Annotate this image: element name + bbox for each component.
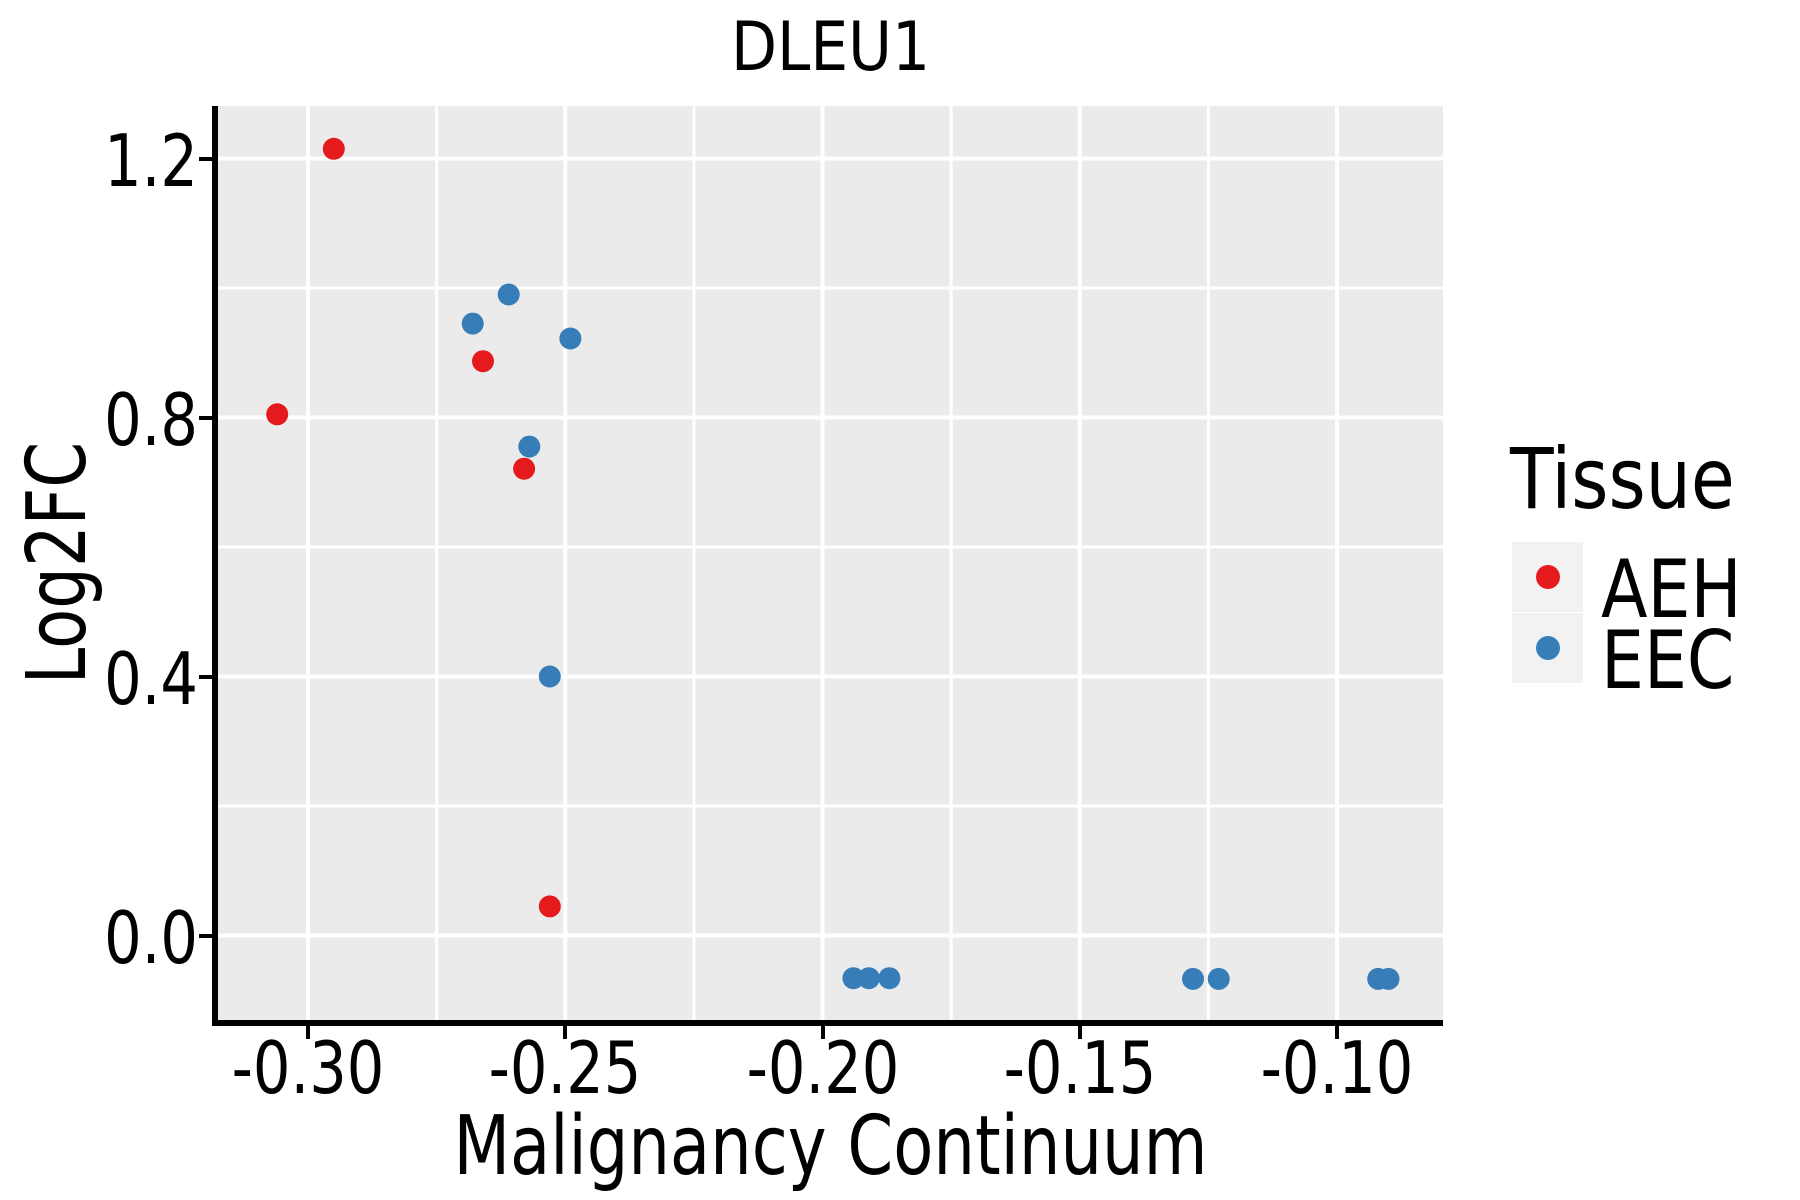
y-tick-mark: [199, 415, 212, 420]
y-axis-label: Log2FC: [10, 441, 105, 685]
data-point-eec: [1377, 967, 1400, 990]
x-tick-mark: [1077, 1026, 1082, 1039]
legend-label-eec: EEC: [1601, 614, 1735, 707]
data-point-aeh: [472, 350, 494, 373]
legend-label-aeh: AEH: [1601, 543, 1742, 636]
y-tick-label: 1.2: [104, 118, 198, 203]
data-point-aeh: [513, 457, 536, 480]
legend-key-eec: [1512, 613, 1583, 683]
x-tick-mark: [820, 1026, 825, 1039]
chart-title: DLEU1: [730, 8, 931, 87]
scatter-plot-canvas: [218, 106, 1443, 1020]
x-tick-mark: [563, 1026, 568, 1039]
data-point-aeh: [322, 137, 345, 160]
legend-dot-aeh-icon: [1535, 565, 1560, 589]
y-tick-label: 0.0: [104, 895, 198, 980]
x-tick-label: -0.10: [1260, 1026, 1414, 1110]
legend-title: Tissue: [1510, 430, 1735, 528]
x-tick-mark: [1335, 1026, 1339, 1039]
data-point-aeh: [266, 403, 289, 426]
x-tick-label: -0.30: [231, 1026, 385, 1110]
data-point-aeh: [538, 895, 561, 918]
data-point-eec: [857, 967, 880, 990]
x-tick-mark: [306, 1026, 311, 1039]
x-tick-label: -0.25: [488, 1026, 642, 1110]
data-point-eec: [461, 312, 484, 335]
y-tick-mark: [199, 674, 212, 679]
y-tick-label: 0.8: [104, 377, 198, 462]
x-tick-label: -0.20: [746, 1026, 899, 1110]
y-tick-mark: [199, 933, 212, 938]
y-tick-mark: [199, 156, 212, 161]
data-point-eec: [497, 283, 520, 306]
y-tick-label: 0.4: [104, 636, 198, 721]
x-tick-label: -0.15: [1003, 1026, 1157, 1110]
data-point-eec: [1207, 967, 1230, 990]
data-point-eec: [878, 967, 901, 990]
data-point-eec: [518, 435, 541, 458]
plot-panel: [212, 106, 1443, 1026]
legend-dot-eec-icon: [1535, 636, 1560, 660]
x-axis-label: Malignancy Continuum: [453, 1099, 1208, 1194]
data-point-eec: [538, 665, 561, 688]
data-point-eec: [842, 967, 865, 990]
data-point-eec: [559, 327, 582, 350]
legend-key-aeh: [1512, 542, 1583, 612]
data-point-eec: [1182, 967, 1204, 990]
